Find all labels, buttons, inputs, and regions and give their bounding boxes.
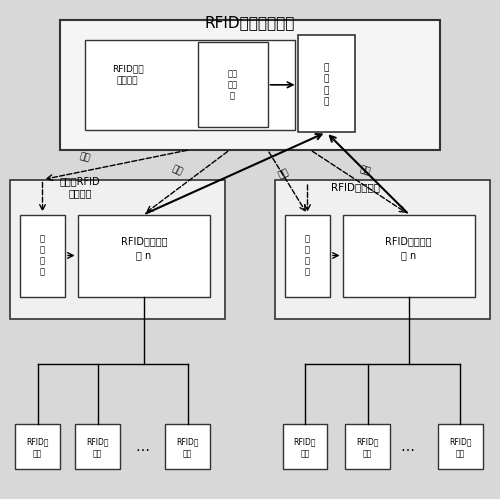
Text: 指令: 指令 bbox=[277, 167, 291, 180]
FancyBboxPatch shape bbox=[342, 215, 475, 297]
Text: RFID阅: RFID阅 bbox=[86, 437, 109, 446]
Text: 数据: 数据 bbox=[358, 165, 372, 177]
FancyBboxPatch shape bbox=[15, 424, 60, 469]
FancyBboxPatch shape bbox=[78, 215, 210, 297]
FancyBboxPatch shape bbox=[282, 424, 328, 469]
Text: 嵌入式RFID
外挂容器: 嵌入式RFID 外挂容器 bbox=[60, 176, 100, 198]
Text: 读器: 读器 bbox=[363, 450, 372, 459]
Text: …: … bbox=[136, 440, 149, 454]
Text: RFID阅: RFID阅 bbox=[26, 437, 49, 446]
Text: 读器: 读器 bbox=[93, 450, 102, 459]
Text: 消
息
队
列: 消 息 队 列 bbox=[324, 64, 329, 106]
Text: 读器: 读器 bbox=[33, 450, 42, 459]
FancyBboxPatch shape bbox=[10, 180, 225, 319]
Text: 读器: 读器 bbox=[300, 450, 310, 459]
FancyBboxPatch shape bbox=[198, 42, 268, 127]
Text: RFID阅: RFID阅 bbox=[176, 437, 199, 446]
Text: 消
息
队
列: 消 息 队 列 bbox=[305, 235, 310, 276]
Text: RFID外挂容器: RFID外挂容器 bbox=[330, 182, 380, 192]
FancyBboxPatch shape bbox=[165, 424, 210, 469]
Text: 指令: 指令 bbox=[78, 152, 92, 163]
Text: RFID外挂线程
＊ n: RFID外挂线程 ＊ n bbox=[386, 236, 432, 260]
Text: RFID中间件主进程: RFID中间件主进程 bbox=[205, 15, 295, 30]
Text: RFID阅: RFID阅 bbox=[294, 437, 316, 446]
Text: RFID中间
件主模块: RFID中间 件主模块 bbox=[112, 64, 144, 85]
Text: 数据: 数据 bbox=[170, 164, 184, 177]
Text: 读器: 读器 bbox=[183, 450, 192, 459]
Text: RFID外挂线程
＊ n: RFID外挂线程 ＊ n bbox=[120, 236, 167, 260]
FancyBboxPatch shape bbox=[75, 424, 120, 469]
Text: 管理
子模
块: 管理 子模 块 bbox=[228, 69, 237, 100]
FancyBboxPatch shape bbox=[60, 20, 440, 150]
Text: 读器: 读器 bbox=[456, 450, 464, 459]
Text: 消
息
队
列: 消 息 队 列 bbox=[40, 235, 45, 276]
FancyBboxPatch shape bbox=[438, 424, 482, 469]
FancyBboxPatch shape bbox=[345, 424, 390, 469]
FancyBboxPatch shape bbox=[298, 35, 355, 132]
FancyBboxPatch shape bbox=[85, 40, 295, 130]
FancyBboxPatch shape bbox=[20, 215, 65, 297]
FancyBboxPatch shape bbox=[275, 180, 490, 319]
FancyBboxPatch shape bbox=[285, 215, 330, 297]
Text: RFID阅: RFID阅 bbox=[356, 437, 379, 446]
Text: …: … bbox=[400, 440, 414, 454]
Text: RFID阅: RFID阅 bbox=[449, 437, 471, 446]
